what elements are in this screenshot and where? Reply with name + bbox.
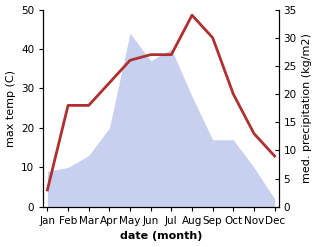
X-axis label: date (month): date (month)	[120, 231, 202, 242]
Y-axis label: max temp (C): max temp (C)	[5, 70, 16, 147]
Y-axis label: med. precipitation (kg/m2): med. precipitation (kg/m2)	[302, 33, 313, 183]
